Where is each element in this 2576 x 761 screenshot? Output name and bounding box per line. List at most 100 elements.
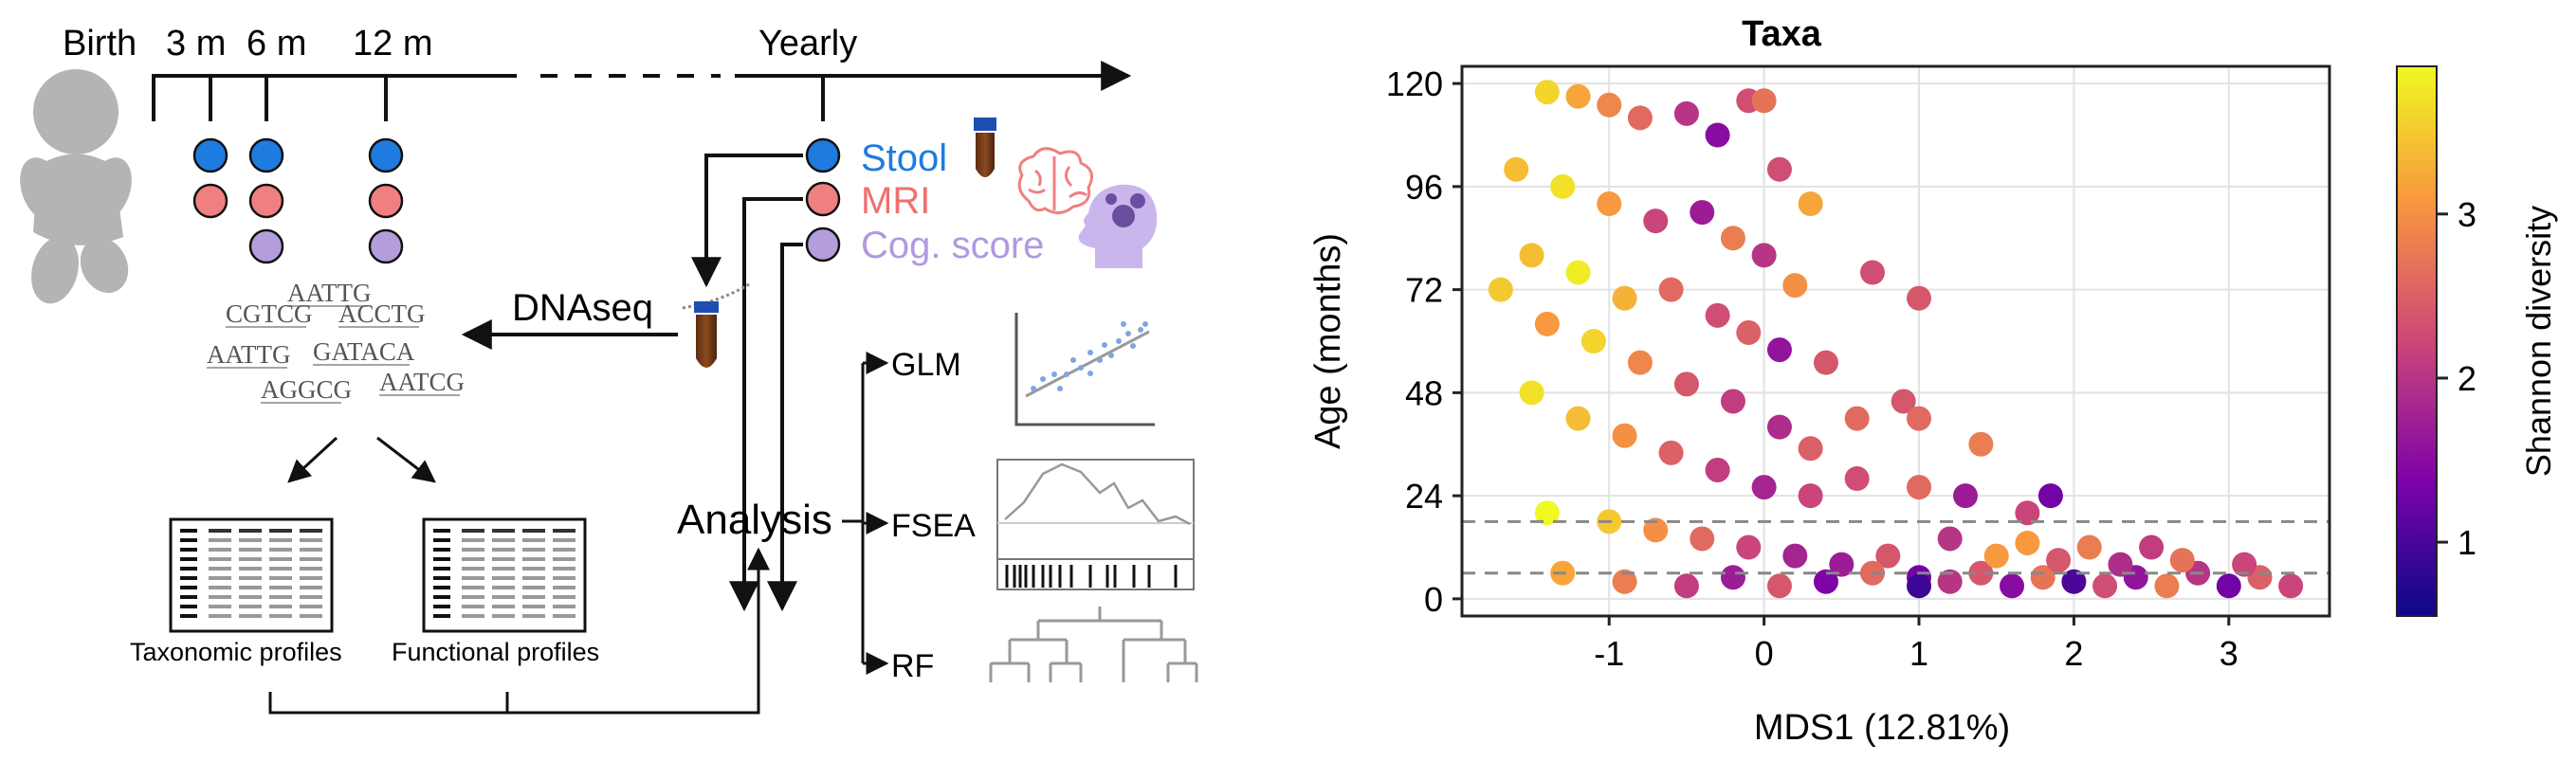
data-point — [1627, 350, 1653, 375]
stool-sample-dot — [368, 137, 404, 173]
data-point — [2030, 565, 2055, 590]
data-point — [1736, 535, 1762, 560]
data-point — [2232, 552, 2257, 577]
data-point — [1875, 543, 1901, 569]
colorbar — [2396, 65, 2438, 617]
colorbar-label: Shannon diversity — [2519, 206, 2558, 477]
sequence-read: AATTG — [287, 279, 372, 307]
data-point — [1937, 526, 1963, 552]
data-point — [1829, 552, 1854, 577]
data-point — [1968, 431, 1994, 457]
data-point — [2139, 535, 2165, 560]
data-point — [1953, 483, 1979, 509]
data-point — [1907, 285, 1932, 311]
data-point — [2108, 552, 2133, 577]
label-mri: MRI — [861, 180, 930, 222]
data-point — [1766, 414, 1792, 440]
mri-sample-dot — [805, 181, 841, 217]
x-tick-label: 1 — [1909, 634, 1928, 673]
profiles-to-analysis-arrow — [268, 547, 770, 715]
data-point — [1705, 302, 1730, 328]
data-point — [1782, 543, 1808, 569]
colorbar-ticks: 1 2 3 — [2437, 195, 2476, 562]
data-point — [1488, 277, 1513, 302]
data-point — [1968, 560, 1994, 586]
data-point — [1720, 389, 1745, 414]
data-point — [1983, 543, 2009, 569]
data-point — [1550, 173, 1576, 199]
sequence-read: AGGCG — [261, 375, 352, 404]
sequence-read: GATACA — [313, 337, 415, 366]
glm-scatter-icon — [1014, 313, 1155, 426]
data-point — [1859, 260, 1885, 285]
data-point — [1673, 100, 1699, 126]
taxonomic-profile-table — [169, 517, 334, 633]
data-point — [2061, 569, 2087, 594]
data-point — [2278, 573, 2304, 599]
method-glm: GLM — [891, 347, 961, 383]
fsea-enrichment-icon — [996, 459, 1195, 590]
label-taxonomic-profiles: Taxonomic profiles — [130, 638, 342, 666]
taxa-scatter-chart: Taxa -1 0 1 2 3 0 24 48 72 96 120 MDS1 (12.81%) Ag… — [1308, 14, 2558, 748]
cog-sample-dot — [248, 228, 284, 264]
data-point — [1798, 191, 1823, 216]
data-point — [1534, 311, 1560, 336]
timeline-3m: 3 m — [166, 24, 226, 63]
y-tick-label: 0 — [1424, 580, 1443, 619]
data-point — [1705, 122, 1730, 148]
x-tick-label: 2 — [2064, 634, 2083, 673]
label-cog-score: Cog. score — [861, 225, 1044, 266]
data-point — [1658, 440, 1684, 465]
y-axis-label: Age (months) — [1308, 233, 1348, 449]
method-fsea: FSEA — [891, 508, 976, 544]
data-point — [1597, 191, 1622, 216]
data-point — [1798, 483, 1823, 509]
arrow-to-taxonomic — [287, 436, 338, 483]
timeline-12m: 12 m — [353, 24, 432, 63]
stool-sample-dot — [805, 137, 841, 173]
data-point — [1690, 526, 1715, 552]
plot-reference-lines — [1462, 519, 2329, 575]
sample-flow-arrows — [691, 154, 803, 608]
data-point — [1813, 569, 1838, 594]
data-point — [2076, 535, 2102, 560]
cog-sample-dot — [368, 228, 404, 264]
mri-sample-dot — [192, 183, 228, 219]
colorbar-tick-label: 2 — [2457, 359, 2476, 398]
timeline-yearly: Yearly — [758, 24, 857, 63]
data-point — [1534, 80, 1560, 105]
data-point — [1907, 475, 1932, 500]
data-point — [1720, 226, 1745, 251]
timeline: Birth 3 m 6 m 12 m Yearly — [63, 24, 1132, 121]
y-tick-label: 48 — [1405, 373, 1443, 412]
cog-sample-dot — [805, 226, 841, 263]
data-point — [1658, 277, 1684, 302]
y-tick-label: 120 — [1386, 64, 1443, 103]
data-point — [1705, 457, 1730, 482]
random-forest-tree-icon — [989, 607, 1198, 682]
data-point — [2092, 573, 2118, 599]
method-rf: RF — [891, 648, 934, 684]
timeline-6m: 6 m — [247, 24, 306, 63]
data-point — [1891, 389, 1916, 414]
colorbar-tick-label: 3 — [2457, 195, 2476, 234]
colorbar-tick-label: 1 — [2457, 523, 2476, 562]
data-point — [1736, 319, 1762, 345]
data-point — [1937, 569, 1963, 594]
data-point — [1504, 156, 1529, 182]
stool-sample-dot — [248, 137, 284, 173]
data-point — [1751, 475, 1777, 500]
data-point — [1690, 200, 1715, 226]
data-point — [1565, 83, 1591, 109]
label-functional-profiles: Functional profiles — [392, 638, 599, 666]
data-point — [1580, 329, 1606, 353]
plot-frame — [1460, 64, 2331, 618]
brain-icon — [1017, 147, 1094, 214]
y-tick-label: 96 — [1405, 168, 1443, 207]
stool-sample-dot — [192, 137, 228, 173]
data-point — [1627, 105, 1653, 131]
data-point — [2000, 573, 2025, 599]
y-tick-label: 24 — [1405, 477, 1443, 516]
data-point — [2037, 483, 2063, 509]
